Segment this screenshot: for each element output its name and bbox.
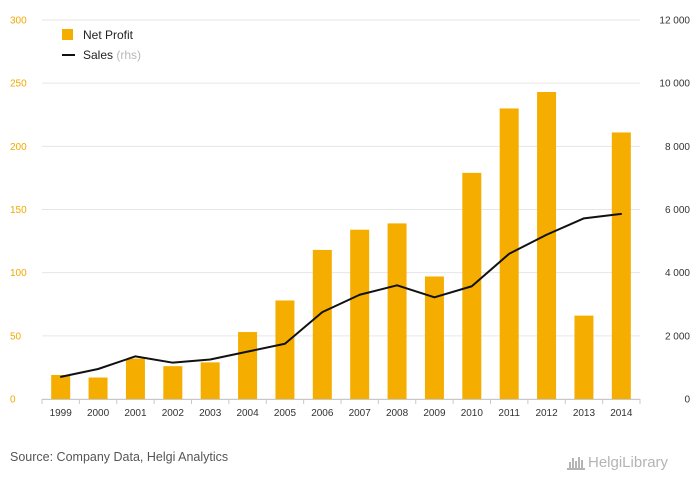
line-point: [583, 217, 585, 220]
y-right-tick-label: 12 000: [659, 16, 690, 27]
line-point: [321, 311, 324, 313]
brand-text: HelgiLibrary: [588, 454, 669, 470]
bar: [424, 276, 444, 399]
line-point: [246, 350, 249, 353]
legend-label-net-profit: Net Profit: [83, 28, 134, 42]
line-point: [209, 358, 211, 361]
y-right-tick-label: 0: [684, 395, 690, 406]
bar: [163, 366, 183, 399]
x-tick-label: 2014: [610, 408, 633, 419]
line-point: [471, 285, 473, 288]
bar: [125, 358, 145, 399]
bar: [350, 229, 370, 399]
y-left-tick-label: 250: [10, 79, 27, 90]
x-tick-label: 2008: [386, 408, 409, 419]
sales-line: [60, 212, 622, 378]
bar: [275, 300, 295, 399]
line-point: [508, 252, 510, 255]
y-left-tick-label: 200: [10, 142, 27, 153]
x-tick-label: 2010: [461, 408, 484, 419]
y-right-tick-label: 10 000: [659, 79, 690, 90]
x-tick-label: 2011: [498, 408, 520, 419]
x-tick-label: 2002: [162, 408, 185, 419]
x-tick-label: 2003: [199, 408, 222, 419]
legend-label-sales-name: Sales: [83, 48, 116, 62]
source-note: Source: Company Data, Helgi Analytics: [10, 450, 229, 464]
x-tick-label: 2004: [236, 408, 259, 419]
y-left-tick-label: 50: [10, 331, 22, 342]
bar: [537, 92, 557, 399]
bar: [200, 362, 220, 399]
y-right-tick-label: 4 000: [665, 268, 690, 279]
line-point: [134, 355, 137, 358]
x-tick-label: 2012: [535, 408, 558, 419]
line-point: [358, 293, 361, 296]
x-tick-label: 2009: [423, 408, 446, 419]
line-point: [396, 284, 398, 287]
line-point: [172, 361, 174, 364]
bar: [238, 332, 258, 399]
line-point: [59, 376, 62, 378]
line-point: [433, 296, 436, 299]
legend-label-sales: Sales (rhs): [83, 48, 141, 62]
y-left-tick-label: 300: [10, 16, 27, 27]
x-tick-label: 2005: [274, 408, 297, 419]
bar: [387, 223, 407, 399]
y-right-tick-label: 6 000: [665, 205, 690, 216]
x-tick-label: 2006: [311, 408, 334, 419]
line-point: [284, 342, 286, 345]
line-point: [545, 233, 548, 236]
y-left-tick-label: 100: [10, 268, 27, 279]
bar: [88, 377, 108, 399]
x-tick-label: 1999: [50, 408, 73, 419]
line-point: [97, 368, 99, 370]
y-left-tick-label: 0: [10, 395, 16, 406]
x-tick-label: 2007: [349, 408, 372, 419]
brand-logo: HelgiLibrary: [567, 454, 669, 470]
x-tick-label: 2001: [124, 408, 147, 419]
y-left-tick-label: 150: [10, 205, 27, 216]
bar: [611, 132, 631, 400]
line-point: [620, 213, 623, 215]
legend-swatch-net-profit: [62, 29, 73, 40]
bar: [574, 315, 594, 399]
y-right-tick-label: 8 000: [665, 142, 690, 153]
bar: [312, 249, 332, 399]
x-tick-label: 2000: [87, 408, 110, 419]
y-right-tick-label: 2 000: [665, 331, 690, 342]
legend-label-sales-suffix: (rhs): [116, 48, 141, 62]
x-tick-label: 2013: [573, 408, 596, 419]
bar: [51, 374, 71, 399]
